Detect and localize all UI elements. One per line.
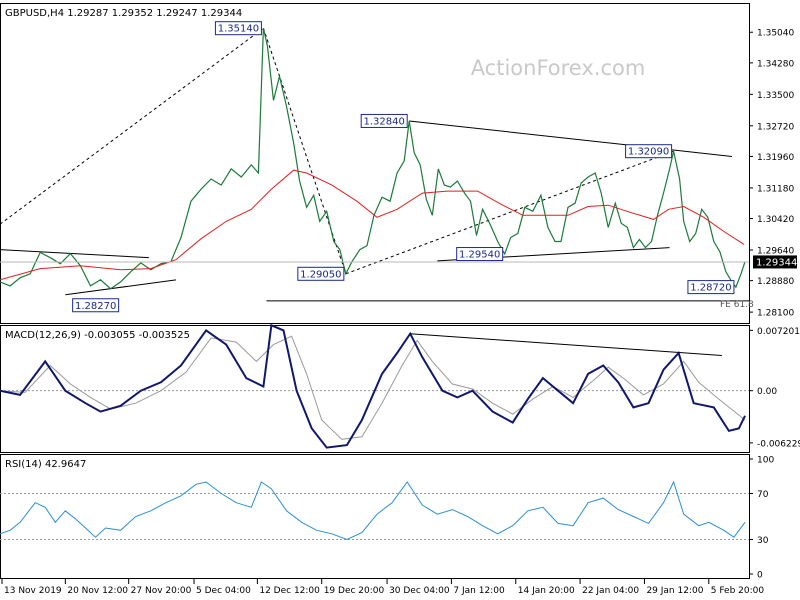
fe-label: FE 61.8 [720, 300, 754, 310]
macd-tick-label: -0.006229 [757, 439, 800, 449]
rsi-header: RSI(14) 42.9647 [5, 459, 86, 470]
current-price-tag: 1.29344 [753, 255, 797, 269]
annotation-box [625, 144, 673, 159]
macd-divergence-line [410, 333, 722, 356]
trendline [262, 28, 347, 274]
rsi-line [0, 480, 746, 541]
rsi-tick-label: 70 [757, 490, 769, 500]
macd-panel-frame [0, 325, 750, 453]
x-tick-label: 19 Dec 20:00 [324, 586, 385, 596]
rsi-tick-label: 30 [757, 536, 769, 546]
annotation-label: 1.29050 [300, 269, 341, 280]
annotation-box [297, 266, 345, 281]
macd-signal-line [0, 335, 746, 440]
x-tick-label: 29 Jan 12:00 [646, 586, 703, 596]
annotation-box [214, 21, 262, 36]
price-tick-label: 1.35040 [757, 29, 794, 39]
price-tick-label: 1.34280 [757, 59, 794, 69]
trendline [65, 279, 177, 296]
x-tick-label: 13 Nov 2019 [4, 586, 62, 596]
price-series-line [0, 28, 746, 290]
rsi-panel-frame [0, 454, 750, 579]
macd-tick-label: 0.007201 [757, 327, 800, 337]
annotation-box [456, 247, 504, 262]
trendline [0, 249, 149, 259]
annotation-label: 1.32090 [628, 147, 669, 158]
annotation-label: 1.29540 [459, 250, 500, 261]
macd-axis: 0.007201 0.00 -0.006229 [749, 327, 800, 449]
x-tick-label: 5 Dec 04:00 [196, 586, 251, 596]
annotation-box [687, 280, 735, 295]
price-tick-label: 1.30420 [757, 215, 794, 225]
x-tick-label: 5 Feb 20:00 [711, 586, 765, 596]
trendline [345, 150, 674, 275]
symbol-header: GBPUSD,H4 1.29287 1.29352 1.29247 1.2934… [5, 8, 242, 19]
macd-header: MACD(12,26,9) -0.003055 -0.003525 [5, 330, 190, 341]
current-price-label: 1.29344 [756, 257, 797, 268]
x-tick-label: 30 Dec 04:00 [389, 586, 450, 596]
x-tick-label: 22 Jan 04:00 [582, 586, 639, 596]
annotation-label: 1.32840 [364, 116, 405, 127]
price-annotations: 1.35140 1.32840 1.32090 1.29540 1.29050 1.282… [72, 21, 735, 313]
annotation-box [360, 113, 408, 128]
x-axis: 13 Nov 2019 20 Nov 12:00 27 Nov 20:00 5 Dec… [1, 579, 765, 596]
x-tick-label: 20 Nov 12:00 [67, 586, 128, 596]
price-axis: 1.35040 1.34280 1.33500 1.32720 1.31960 1.311… [749, 29, 794, 319]
price-tick-label: 1.31180 [757, 184, 794, 194]
price-tick-label: 1.33500 [757, 91, 794, 101]
price-panel-frame [0, 3, 750, 324]
price-tick-label: 1.28100 [757, 309, 794, 319]
rsi-tick-label: 0 [757, 571, 763, 581]
x-tick-label: 7 Jan 12:00 [453, 586, 505, 596]
x-tick-label: 14 Jan 20:00 [518, 586, 575, 596]
price-tick-label: 1.29640 [757, 247, 794, 257]
rsi-tick-label: 100 [757, 456, 774, 466]
x-tick-label: 27 Nov 20:00 [131, 586, 192, 596]
current-price-box [753, 255, 797, 269]
annotation-label: 1.35140 [218, 24, 259, 35]
moving-average-line [0, 169, 745, 281]
rsi-levels [0, 493, 749, 540]
macd-main-line [0, 323, 746, 449]
rsi-axis: 100 70 30 0 [749, 456, 774, 581]
price-tick-label: 1.31960 [757, 153, 794, 163]
watermark: ActionForex.com [471, 56, 646, 80]
annotation-box [72, 298, 120, 313]
macd-tick-label: 0.00 [757, 387, 777, 397]
annotation-label: 1.28720 [690, 283, 731, 294]
trendline [0, 27, 264, 225]
annotation-label: 1.28270 [75, 301, 116, 312]
trendline [409, 120, 732, 157]
price-tick-label: 1.32720 [757, 122, 794, 132]
price-tick-label: 1.28880 [757, 277, 794, 287]
x-tick-label: 12 Dec 12:00 [259, 586, 320, 596]
